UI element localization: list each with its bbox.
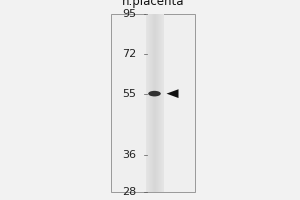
Bar bbox=[159, 14, 160, 192]
Bar bbox=[158, 14, 159, 192]
Bar bbox=[152, 14, 153, 192]
Polygon shape bbox=[167, 89, 178, 98]
Bar bbox=[163, 14, 164, 192]
Bar bbox=[149, 14, 150, 192]
Bar bbox=[157, 14, 158, 192]
Bar bbox=[156, 14, 157, 192]
Bar bbox=[153, 14, 154, 192]
Text: 55: 55 bbox=[122, 89, 136, 99]
Bar bbox=[161, 14, 162, 192]
Bar bbox=[146, 14, 147, 192]
Text: 36: 36 bbox=[122, 150, 136, 160]
Bar bbox=[154, 14, 155, 192]
Text: h.placenta: h.placenta bbox=[122, 0, 184, 8]
Bar bbox=[155, 14, 156, 192]
Bar bbox=[147, 14, 148, 192]
Text: 28: 28 bbox=[122, 187, 136, 197]
Text: 72: 72 bbox=[122, 49, 136, 59]
Ellipse shape bbox=[148, 91, 161, 96]
Bar bbox=[162, 14, 163, 192]
Bar bbox=[151, 14, 152, 192]
Bar bbox=[160, 14, 161, 192]
Bar bbox=[150, 14, 151, 192]
Bar bbox=[148, 14, 149, 192]
Text: 95: 95 bbox=[122, 9, 136, 19]
Bar bbox=[111, 14, 195, 192]
